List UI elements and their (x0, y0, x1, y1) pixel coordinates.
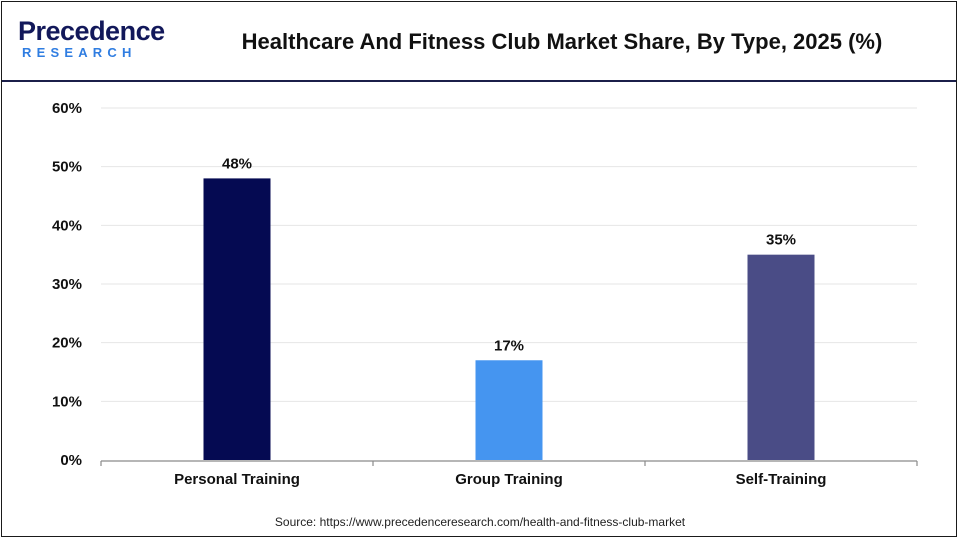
data-label: 17% (494, 337, 524, 354)
x-tick-label: Self-Training (736, 471, 827, 488)
y-tick-label: 40% (52, 217, 82, 234)
data-label: 48% (222, 155, 252, 172)
y-tick-label: 20% (52, 335, 82, 352)
chart-title: Healthcare And Fitness Club Market Share… (241, 29, 883, 54)
bar-self-training (747, 254, 815, 460)
x-tick-label: Group Training (455, 471, 563, 488)
bar-group-training (475, 360, 543, 460)
brand-logo: Precedence RESEARCH (18, 16, 168, 66)
y-tick-label: 50% (52, 159, 82, 176)
x-tick-label: Personal Training (174, 471, 300, 488)
y-tick-label: 30% (52, 276, 82, 293)
bar-personal-training (203, 178, 271, 460)
logo-wordmark: Precedence (18, 16, 165, 46)
y-tick-label: 0% (60, 452, 82, 469)
y-tick-label: 60% (52, 100, 82, 117)
logo-subtitle: RESEARCH (22, 45, 137, 60)
source-note: Source: https://www.precedenceresearch.c… (274, 515, 686, 529)
data-label: 35% (766, 232, 796, 249)
header: Precedence RESEARCH Healthcare And Fitne… (2, 2, 956, 82)
y-tick-label: 10% (52, 393, 82, 410)
